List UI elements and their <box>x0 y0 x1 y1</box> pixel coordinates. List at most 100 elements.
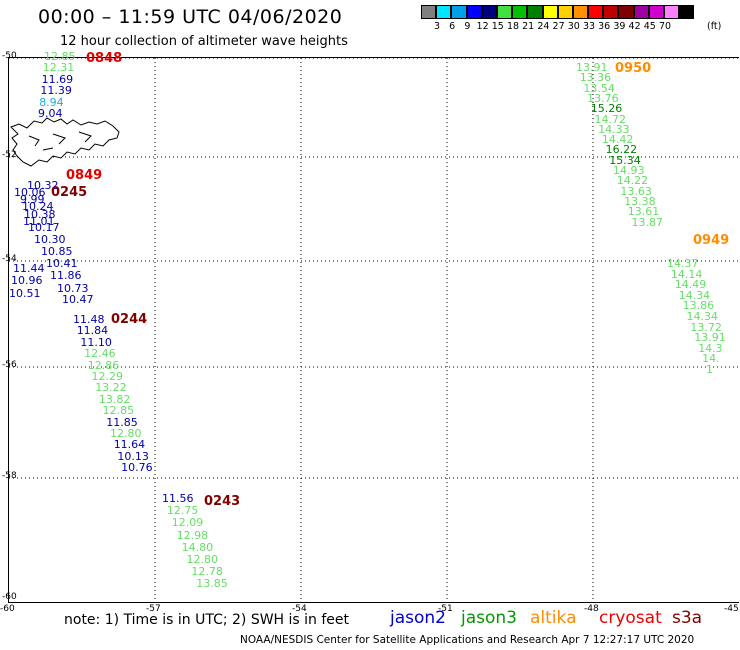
wave-height-value: 11.56 <box>162 492 194 505</box>
legend-jason2: jason2 <box>390 608 446 628</box>
wave-height-value: 14.34 <box>678 288 711 302</box>
wave-height-value: 10.06 <box>14 186 46 199</box>
scale-label: 24 <box>537 21 550 32</box>
scale-swatch <box>421 5 437 19</box>
wave-height-value: 12.29 <box>91 370 124 383</box>
longitude-label: -45 <box>724 604 739 614</box>
scale-label: 39 <box>613 21 626 32</box>
wave-height-value: 12.80 <box>110 427 142 440</box>
scale-swatch <box>588 5 604 19</box>
longitude-label: -54 <box>292 604 307 614</box>
latitude-label: -58 <box>2 471 17 481</box>
wave-height-value: 15.26 <box>590 102 623 116</box>
color-scale <box>421 5 695 19</box>
wave-height-value: 10.32 <box>27 179 59 192</box>
wave-height-value: 13.86 <box>682 299 715 313</box>
scale-swatch <box>664 5 680 19</box>
latitude-label: -50 <box>2 51 17 61</box>
scale-swatch <box>451 5 467 19</box>
wave-height-value: 13.38 <box>624 194 656 208</box>
wave-height-value: 14.93 <box>613 164 645 177</box>
scale-label: 6 <box>449 21 456 32</box>
wave-height-value: 12.75 <box>166 504 199 518</box>
wave-height-value: 14.42 <box>601 133 634 147</box>
wave-height-value: 11.44 <box>13 262 45 275</box>
scale-swatch <box>557 5 573 19</box>
track-time-label: 0848 <box>86 51 123 66</box>
wave-height-value: 11.85 <box>106 415 138 429</box>
wave-height-value: 10.38 <box>24 208 56 221</box>
latitude-label: -60 <box>2 592 17 602</box>
wave-height-value: 12.31 <box>42 61 75 75</box>
wave-height-value: 11.64 <box>113 438 146 452</box>
wave-height-value: 10.73 <box>57 282 89 295</box>
wave-height-value: 14. <box>702 352 720 366</box>
scale-label: 70 <box>658 21 672 32</box>
scale-swatch <box>648 5 664 19</box>
scale-label: 3 <box>433 21 441 32</box>
wave-height-value: 10.17 <box>28 221 60 234</box>
wave-height-value: 13.87 <box>631 215 664 229</box>
wave-height-value: 14.22 <box>616 174 649 188</box>
wave-height-value: 12.98 <box>176 528 209 542</box>
wave-height-value: 11.10 <box>80 335 112 349</box>
wave-height-value: 13.61 <box>627 205 660 219</box>
scale-swatch <box>542 5 558 19</box>
wave-height-value: 12.46 <box>84 347 116 361</box>
wave-height-value: 13.36 <box>579 71 612 85</box>
scale-label: 15 <box>491 21 504 32</box>
falkland-islands-coastline <box>10 117 120 167</box>
wave-height-value: 10.47 <box>62 293 94 306</box>
scale-label: 21 <box>522 21 535 32</box>
wave-height-value: 12.85 <box>44 50 76 63</box>
wave-height-value: 9.99 <box>20 193 45 206</box>
scale-swatch <box>527 5 543 19</box>
track-time-label: 0849 <box>66 168 103 183</box>
scale-swatch <box>618 5 634 19</box>
wave-height-value: 13.82 <box>98 392 131 406</box>
wave-height-value: 13.22 <box>95 381 127 395</box>
wave-height-value: 9.04 <box>38 107 63 120</box>
note-text: note: 1) Time is in UTC; 2) SWH is in fe… <box>64 612 350 628</box>
scale-swatch <box>572 5 589 19</box>
track-time-label: 0949 <box>693 233 730 248</box>
scale-label: 42 <box>628 21 641 32</box>
wave-height-value: 14.33 <box>598 122 630 136</box>
scale-label: 12 <box>476 21 489 32</box>
wave-height-value: 14.37 <box>667 257 699 270</box>
wave-height-value: 10.51 <box>9 287 41 300</box>
longitude-label: -57 <box>146 604 161 614</box>
scale-swatch <box>603 5 619 19</box>
scale-label: 36 <box>598 21 611 32</box>
wave-height-value: 12.80 <box>186 553 219 566</box>
longitude-label: -48 <box>584 604 599 614</box>
latitude-label: -52 <box>2 150 17 160</box>
scale-swatch <box>481 5 497 19</box>
scale-swatch <box>633 5 649 19</box>
track-time-label: 0244 <box>111 312 148 327</box>
scale-label: 30 <box>567 21 580 32</box>
map-plot-area <box>8 57 739 603</box>
scale-label: 18 <box>506 21 520 32</box>
wave-height-value: 13.72 <box>690 320 722 334</box>
wave-height-value: 13.91 <box>576 61 608 74</box>
wave-height-value: 12.09 <box>171 516 204 530</box>
wave-height-value: 13.54 <box>583 81 615 95</box>
scale-swatch <box>679 5 695 19</box>
scale-label: 9 <box>464 21 471 32</box>
wave-height-value: 11.86 <box>50 269 82 282</box>
wave-height-value: 13.76 <box>587 91 619 105</box>
wave-height-value: 16.22 <box>605 143 638 157</box>
color-scale-labels: 3 6 9 12 15 18 21 24 27 30 33 36 39 42 45 70 (ft) <box>421 21 740 33</box>
legend-jason3: jason3 <box>461 608 517 628</box>
wave-height-value: 12.85 <box>102 404 135 418</box>
longitude-label: -60 <box>0 604 15 614</box>
wave-height-value: 10.85 <box>41 245 73 258</box>
wave-height-value: 14.49 <box>674 278 707 292</box>
scale-label: 45 <box>643 21 656 32</box>
wave-height-value: 1 <box>706 363 713 376</box>
wave-height-value: 14.14 <box>670 267 703 281</box>
wave-height-value: 11.39 <box>40 84 72 98</box>
map-grid <box>9 58 739 602</box>
longitude-label: -51 <box>438 604 453 614</box>
